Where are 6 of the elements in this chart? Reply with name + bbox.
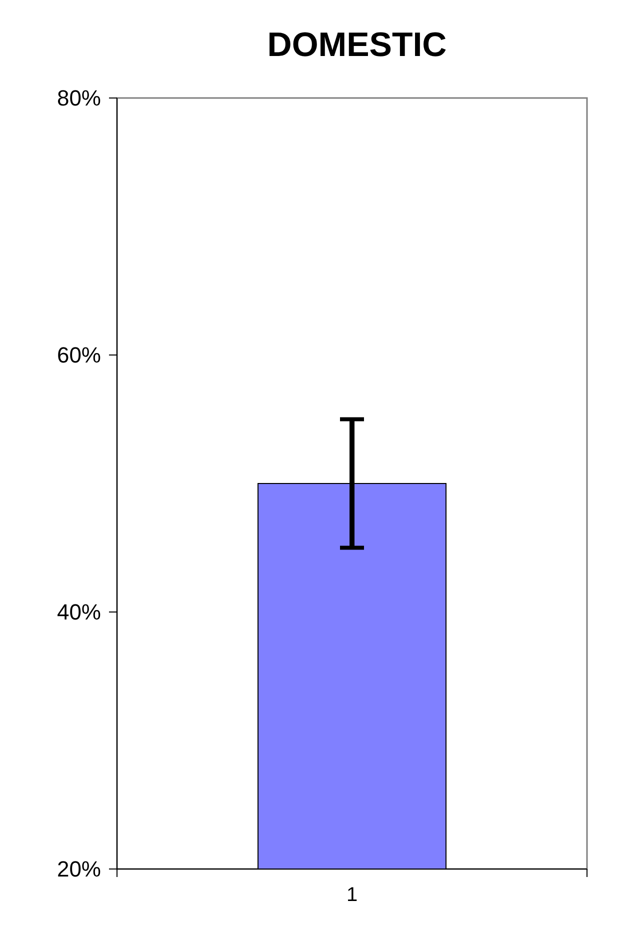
chart-title: DOMESTIC: [267, 26, 447, 64]
y-tick-label: 40%: [56, 600, 101, 625]
y-tick-label: 20%: [56, 856, 101, 882]
y-tick-label: 60%: [56, 342, 101, 368]
y-tick-label: 80%: [56, 86, 101, 111]
x-tick-label: 1: [346, 884, 358, 906]
